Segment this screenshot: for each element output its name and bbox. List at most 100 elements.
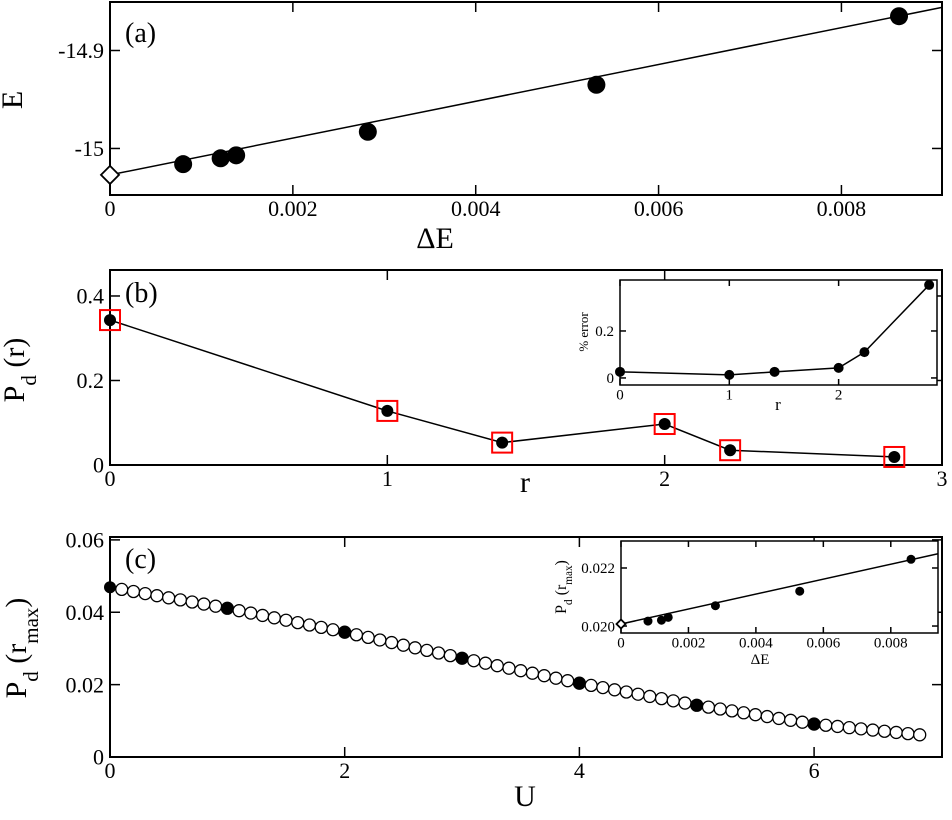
y-tick-label: 0.2 xyxy=(595,324,614,340)
point xyxy=(162,591,176,605)
point xyxy=(185,595,199,609)
point xyxy=(173,593,188,607)
plot-frame xyxy=(109,1,943,196)
y-axis-label: E xyxy=(0,91,29,109)
point xyxy=(830,719,845,734)
y-tick-label: 0.02 xyxy=(66,672,105,697)
point xyxy=(859,347,870,358)
point xyxy=(443,648,457,663)
point xyxy=(115,582,129,597)
point xyxy=(502,661,516,675)
point xyxy=(913,728,927,742)
point xyxy=(396,638,411,652)
x-tick-label: 0 xyxy=(616,387,624,403)
point xyxy=(760,709,774,724)
point xyxy=(795,715,810,729)
x-tick-label: 0.006 xyxy=(806,635,840,651)
y-axis-label-subscript: d xyxy=(17,375,41,386)
point xyxy=(710,601,720,611)
point xyxy=(713,702,727,716)
point xyxy=(358,122,377,141)
x-tick-label: 6 xyxy=(809,758,820,783)
x-axis-label: U xyxy=(514,780,536,813)
x-tick-label: 2 xyxy=(339,758,350,783)
point xyxy=(573,677,586,690)
point xyxy=(619,685,633,699)
point xyxy=(656,615,666,625)
y-tick-label: 0 xyxy=(607,371,615,387)
point xyxy=(174,155,193,174)
y-tick-label: 0.04 xyxy=(66,600,105,625)
point xyxy=(227,146,246,165)
point xyxy=(643,616,653,626)
data-line xyxy=(619,284,930,376)
point xyxy=(267,611,281,625)
point xyxy=(279,613,293,627)
x-axis-label: ΔE xyxy=(751,652,770,668)
point xyxy=(833,362,844,373)
point xyxy=(643,689,657,704)
highlight-box xyxy=(491,431,514,454)
x-tick-label: 0.002 xyxy=(268,196,318,221)
point xyxy=(244,606,258,620)
panel-label: (a) xyxy=(125,18,156,49)
point xyxy=(549,671,563,685)
y-axis-label-part: (r xyxy=(553,584,570,599)
y-axis-label-subscript: max xyxy=(563,565,575,585)
point xyxy=(490,659,504,673)
point xyxy=(901,726,915,741)
x-tick-label: 0.002 xyxy=(672,635,706,651)
point xyxy=(255,608,270,623)
point xyxy=(349,628,364,642)
highlight-box xyxy=(99,309,121,332)
x-tick-label: 0 xyxy=(105,196,116,221)
point xyxy=(877,724,892,738)
point xyxy=(701,700,716,714)
point xyxy=(104,581,116,594)
point xyxy=(690,699,703,712)
point xyxy=(795,586,805,596)
data-line xyxy=(109,6,943,176)
y-tick-label: 0.2 xyxy=(77,368,105,393)
point xyxy=(221,602,234,615)
point xyxy=(663,612,673,622)
y-axis-label-part: E xyxy=(0,91,29,109)
y-axis-label-part: (r) xyxy=(0,338,31,375)
point xyxy=(537,669,551,683)
point xyxy=(678,696,692,710)
highlight-box xyxy=(376,399,399,422)
data-line xyxy=(620,553,939,625)
point xyxy=(326,623,340,637)
point xyxy=(104,314,116,327)
point xyxy=(842,721,856,735)
x-tick-label: 0 xyxy=(105,466,116,491)
point xyxy=(232,604,246,618)
point xyxy=(431,646,446,660)
point xyxy=(126,584,141,599)
x-axis-label: r xyxy=(775,395,781,414)
point xyxy=(584,678,598,693)
y-axis-label: % error xyxy=(576,312,591,352)
x-tick-label: 0.006 xyxy=(634,196,684,221)
point xyxy=(769,366,780,377)
y-tick-label: -14.9 xyxy=(58,38,104,63)
point xyxy=(819,718,833,732)
y-axis-label-part: P xyxy=(0,386,31,403)
y-tick-label: 0.022 xyxy=(581,561,615,577)
point xyxy=(666,694,680,708)
x-tick-label: 2 xyxy=(835,387,843,403)
y-axis-label-part: (r xyxy=(0,644,33,671)
point xyxy=(906,554,916,564)
y-axis-label: Pd (r) xyxy=(0,338,41,403)
point xyxy=(587,75,606,94)
point xyxy=(596,680,610,695)
x-tick-label: 0.004 xyxy=(451,196,501,221)
point xyxy=(314,620,328,635)
point xyxy=(150,589,164,603)
y-axis-label-part: ) xyxy=(553,560,570,565)
highlight-box xyxy=(883,445,906,468)
point xyxy=(514,664,528,678)
point xyxy=(467,654,481,668)
point xyxy=(890,7,909,26)
point xyxy=(615,366,625,377)
